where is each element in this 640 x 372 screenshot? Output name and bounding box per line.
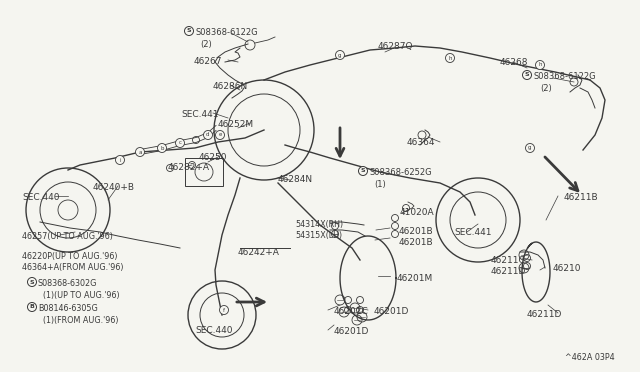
Text: 46252M: 46252M — [218, 120, 254, 129]
Text: 41020A: 41020A — [400, 208, 435, 217]
Circle shape — [335, 51, 344, 60]
Text: h: h — [448, 55, 452, 61]
Circle shape — [157, 144, 166, 153]
Text: d: d — [206, 132, 210, 138]
Text: e: e — [218, 132, 221, 138]
Text: 46250: 46250 — [199, 153, 227, 162]
Text: (2): (2) — [200, 40, 212, 49]
Text: 46268: 46268 — [500, 58, 529, 67]
Text: S08368-6122G: S08368-6122G — [195, 28, 258, 37]
Text: 46211B: 46211B — [564, 193, 598, 202]
Text: S08368-6252G: S08368-6252G — [369, 168, 431, 177]
Text: 46201B: 46201B — [399, 227, 434, 236]
Text: ^462A 03P4: ^462A 03P4 — [565, 353, 614, 362]
Text: 46240+B: 46240+B — [93, 183, 135, 192]
Text: 46257(UP TO AUG.'96): 46257(UP TO AUG.'96) — [22, 232, 113, 241]
Text: 46220P(UP TO AUG.'96): 46220P(UP TO AUG.'96) — [22, 252, 118, 261]
Circle shape — [525, 144, 534, 153]
Text: 46242+A: 46242+A — [238, 248, 280, 257]
Circle shape — [204, 131, 212, 140]
Text: B08146-6305G: B08146-6305G — [38, 304, 98, 313]
Text: a: a — [138, 150, 141, 154]
Circle shape — [358, 167, 367, 176]
Text: h: h — [538, 62, 541, 67]
Circle shape — [115, 155, 125, 164]
Circle shape — [522, 71, 531, 80]
Circle shape — [445, 54, 454, 62]
Text: b: b — [160, 145, 164, 151]
Text: 46282+A: 46282+A — [168, 163, 210, 172]
Text: (1)(UP TO AUG.'96): (1)(UP TO AUG.'96) — [43, 291, 120, 300]
Text: 46201D: 46201D — [334, 327, 369, 336]
Text: S08368-6302G: S08368-6302G — [38, 279, 97, 288]
Text: c: c — [179, 141, 182, 145]
Text: 46286N: 46286N — [213, 82, 248, 91]
Text: SEC.441: SEC.441 — [454, 228, 492, 237]
Text: 46210: 46210 — [553, 264, 582, 273]
Text: 46267: 46267 — [194, 57, 223, 66]
Text: i: i — [119, 157, 121, 163]
Text: (1)(FROM AUG.'96): (1)(FROM AUG.'96) — [43, 316, 118, 325]
Text: SEC.441: SEC.441 — [181, 110, 218, 119]
Text: 46211D: 46211D — [491, 267, 526, 276]
Text: 54315X(LH): 54315X(LH) — [295, 231, 342, 240]
Text: g: g — [339, 52, 342, 58]
Circle shape — [184, 26, 193, 35]
Text: S08368-6122G: S08368-6122G — [533, 72, 596, 81]
Text: 46201B: 46201B — [399, 238, 434, 247]
Text: 46201D: 46201D — [374, 307, 410, 316]
Text: g: g — [528, 145, 532, 151]
Text: f: f — [223, 308, 225, 312]
Text: 54314X(RH): 54314X(RH) — [295, 220, 343, 229]
Text: S: S — [187, 29, 191, 33]
Text: 46287Q: 46287Q — [378, 42, 413, 51]
Circle shape — [136, 148, 145, 157]
Circle shape — [220, 305, 228, 314]
Text: 46201C: 46201C — [334, 307, 369, 316]
Text: S: S — [29, 279, 35, 285]
Text: S: S — [525, 73, 529, 77]
Text: SEC.440: SEC.440 — [22, 193, 60, 202]
Text: (2): (2) — [540, 84, 552, 93]
Circle shape — [536, 61, 545, 70]
Circle shape — [175, 138, 184, 148]
Text: 46364: 46364 — [407, 138, 435, 147]
Text: 46364+A(FROM AUG.'96): 46364+A(FROM AUG.'96) — [22, 263, 124, 272]
Text: 46211C: 46211C — [491, 256, 525, 265]
Circle shape — [216, 131, 225, 140]
Text: B: B — [29, 305, 35, 310]
Circle shape — [28, 302, 36, 311]
Text: 46284N: 46284N — [278, 175, 313, 184]
Circle shape — [28, 278, 36, 286]
Text: (1): (1) — [374, 180, 386, 189]
Text: S: S — [361, 169, 365, 173]
Text: 46211D: 46211D — [527, 310, 563, 319]
Text: SEC.440: SEC.440 — [195, 326, 232, 335]
Text: 46201M: 46201M — [397, 274, 433, 283]
